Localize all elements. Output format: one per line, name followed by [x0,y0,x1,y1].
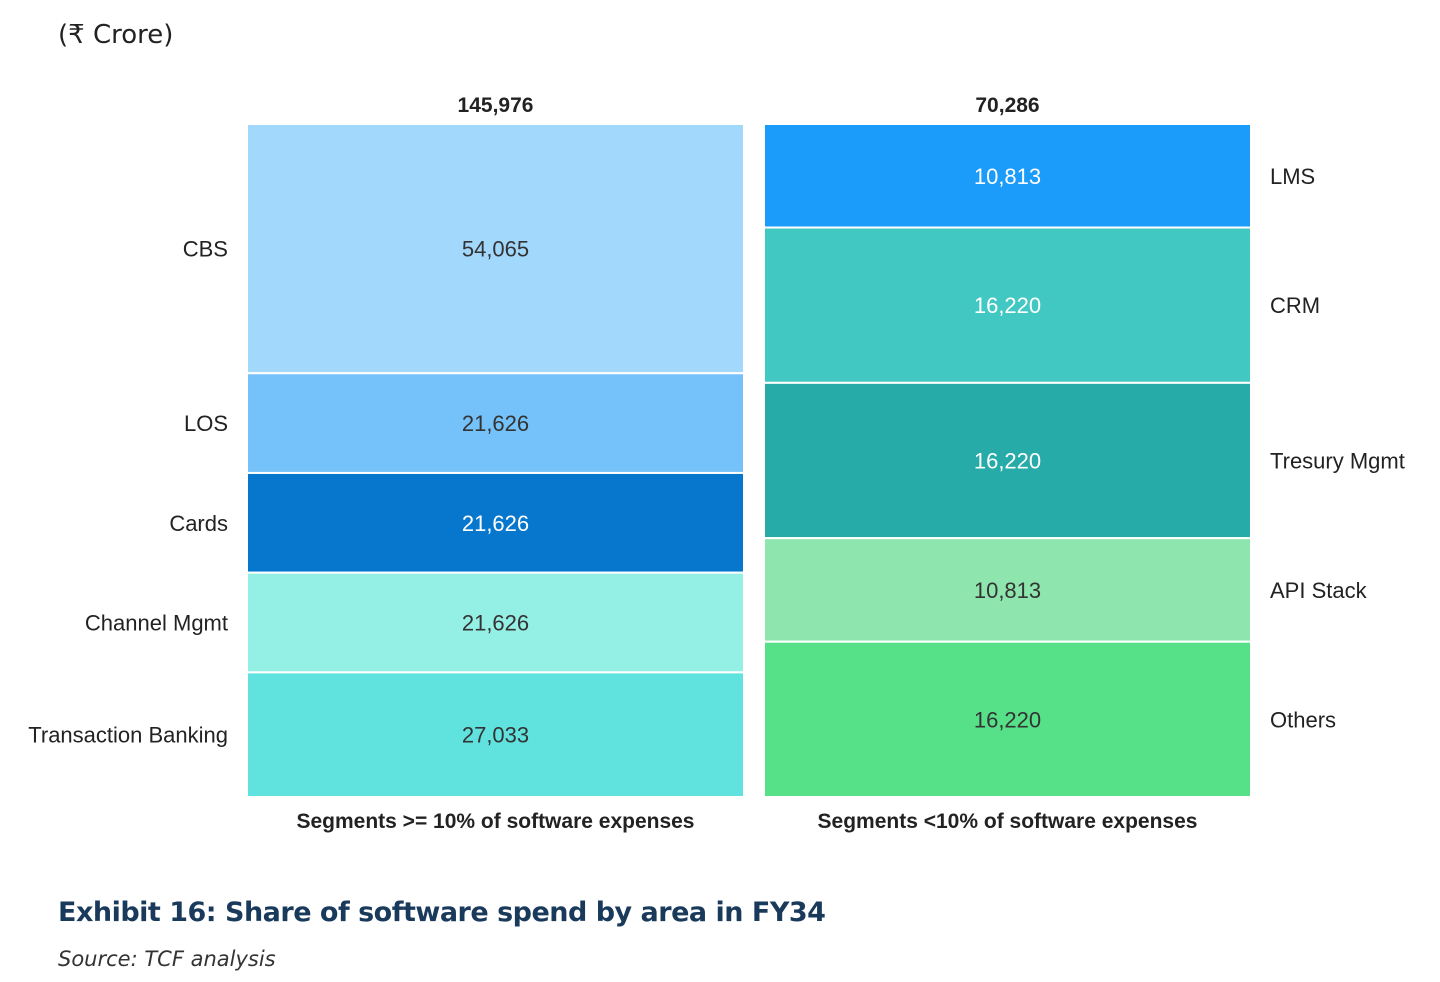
segment-name-label: LOS [184,411,228,436]
segment-name-label: Tresury Mgmt [1270,449,1405,474]
segment-name-label: Others [1270,707,1336,732]
segment-api-stack [763,537,1252,643]
segment-value-label: 21,626 [462,611,529,636]
category-axis-label: Segments <10% of software expenses [818,810,1198,833]
segment-cbs [246,123,745,375]
segment-others [763,640,1252,799]
segment-name-label: Transaction Banking [28,723,228,748]
segment-crm [763,226,1252,384]
segment-value-label: 54,065 [462,237,529,262]
segment-value-label: 27,033 [462,723,529,748]
segment-value-label: 21,626 [462,411,529,436]
segment-name-label: Cards [169,511,228,536]
segment-value-label: 16,220 [974,449,1041,474]
segment-name-label: Channel Mgmt [85,611,228,636]
segment-name-label: LMS [1270,164,1315,189]
segment-name-label: API Stack [1270,578,1368,603]
bar-total-label: 70,286 [975,94,1039,117]
segment-name-label: CBS [183,237,228,262]
exhibit-title: Exhibit 16: Share of software spend by a… [58,897,826,928]
unit-label: (₹ Crore) [58,20,174,50]
segment-tresury-mgmt [763,381,1252,540]
segment-cards [246,471,745,574]
category-axis-label: Segments >= 10% of software expenses [296,810,694,833]
segment-value-label: 10,813 [974,164,1041,189]
segment-value-label: 10,813 [974,578,1041,603]
segment-los [246,372,745,474]
segment-value-label: 21,626 [462,511,529,536]
segment-value-label: 16,220 [974,293,1041,318]
segment-value-label: 16,220 [974,707,1041,732]
segment-transaction-banking [246,671,745,798]
segment-name-label: CRM [1270,293,1320,318]
source-note: Source: TCF analysis [58,947,276,971]
bar-total-label: 145,976 [458,94,534,117]
